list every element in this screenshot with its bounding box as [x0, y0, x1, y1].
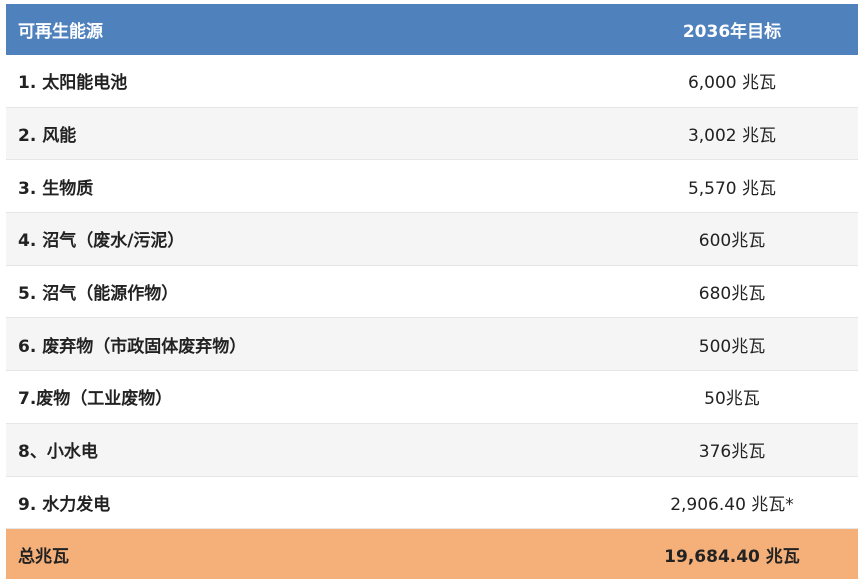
table-row: 4. 沼气（废水/污泥） 600兆瓦	[6, 213, 858, 266]
table-row: 5. 沼气（能源作物） 680兆瓦	[6, 265, 858, 319]
table-row: 1. 太阳能电池 6,000 兆瓦	[6, 55, 858, 108]
table-header: 可再生能源 2036年目标	[6, 4, 858, 55]
table-row: 9. 水力发电 2,906.40 兆瓦*	[6, 476, 858, 530]
row-source: 8、小水电	[18, 442, 98, 463]
row-source: 3. 生物质	[18, 178, 94, 199]
row-source: 7.废物（工业废物）	[18, 389, 173, 410]
row-source: 9. 水力发电	[18, 494, 111, 515]
row-source: 5. 沼气（能源作物）	[18, 284, 179, 305]
table-row: 2. 风能 3,002 兆瓦	[6, 107, 858, 161]
row-source: 6. 废弃物（市政固体废弃物）	[18, 336, 247, 357]
row-target: 2,906.40 兆瓦*	[670, 494, 794, 515]
row-target: 50兆瓦	[704, 389, 760, 410]
table-row: 6. 废弃物（市政固体废弃物） 500兆瓦	[6, 318, 858, 372]
header-source: 可再生能源	[18, 22, 103, 42]
table-row: 8、小水电 376兆瓦	[6, 423, 858, 477]
row-source: 4. 沼气（废水/污泥）	[18, 231, 185, 252]
row-target: 5,570 兆瓦	[687, 178, 777, 199]
header-target: 2036年目标	[682, 22, 782, 42]
row-target: 3,002 兆瓦	[687, 126, 777, 147]
row-source: 1. 太阳能电池	[18, 73, 128, 94]
total-label: 总兆瓦	[18, 546, 69, 567]
row-target: 680兆瓦	[698, 284, 766, 305]
row-target: 6,000 兆瓦	[687, 73, 777, 94]
row-source: 2. 风能	[18, 126, 77, 147]
table-total-row: 总兆瓦 19,684.40 兆瓦	[6, 529, 858, 580]
row-target: 376兆瓦	[698, 442, 766, 463]
table-row: 3. 生物质 5,570 兆瓦	[6, 160, 858, 214]
row-target: 500兆瓦	[698, 336, 766, 357]
table-row: 7.废物（工业废物） 50兆瓦	[6, 371, 858, 424]
row-target: 600兆瓦	[698, 231, 766, 252]
total-value: 19,684.40 兆瓦	[664, 546, 800, 567]
renewable-targets-table: 可再生能源 2036年目标 1. 太阳能电池 6,000 兆瓦 2. 风能 3,…	[6, 4, 858, 580]
